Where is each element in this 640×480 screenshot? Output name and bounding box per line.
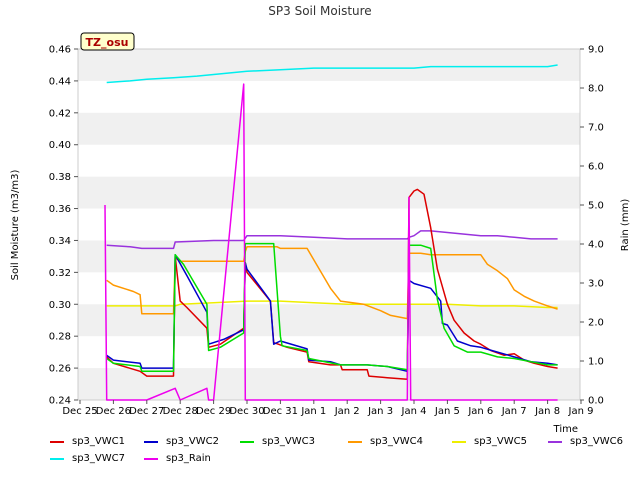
y2-tick-label: 0.0 [588,396,604,407]
legend-swatch [452,440,466,443]
y2-tick-label: 1.0 [588,357,604,368]
y2-tick-label: 7.0 [588,123,604,134]
series-line-sp3_VWC5 [106,300,558,309]
station-tag-label: TZ_osu [86,36,129,49]
y-tick-label: 0.46 [49,45,71,56]
legend-item: sp3_VWC5 [452,436,527,447]
legend-swatch [50,457,64,460]
legend-item: sp3_VWC3 [240,436,315,447]
y-tick-label: 0.32 [49,268,71,279]
x-tick-label: Jan 4 [401,406,427,417]
chart-title: SP3 Soil Moisture [268,4,371,18]
x-tick-label: Jan 7 [501,406,527,417]
y-tick-label: 0.42 [49,108,71,119]
legend-label: sp3_VWC3 [262,436,315,447]
x-tick-label: Jan 3 [367,406,393,417]
legend-swatch [144,440,158,443]
series-line-sp3_VWC7 [106,64,558,84]
x-tick-label: Dec 30 [229,406,264,417]
legend-item: sp3_VWC7 [50,453,125,464]
y2-axis-ticks: 0.0 1.0 2.0 3.0 4.0 5.0 6.0 7.0 8.0 9.0 [580,45,604,407]
x-tick-label: Dec 25 [62,406,97,417]
series-line-sp3_VWC1 [106,188,558,381]
grid-band [78,112,580,145]
y2-tick-label: 6.0 [588,162,604,173]
y-axis-label: Soil Moisture (m3/m3) [10,170,21,281]
x-tick-label: Jan 8 [534,406,560,417]
legend-item: sp3_VWC2 [144,436,219,447]
y2-tick-label: 4.0 [588,240,604,251]
y-tick-label: 0.26 [49,364,71,375]
legend-item: sp3_Rain [144,453,211,464]
legend-label: sp3_VWC1 [72,436,125,447]
station-tag-box [80,32,135,51]
x-tick-label: Jan 2 [334,406,360,417]
y2-axis-label: Rain (mm) [620,199,631,252]
legend-label: sp3_VWC2 [166,436,219,447]
y2-tick-label: 3.0 [588,279,604,290]
legend-item: sp3_VWC4 [348,436,423,447]
x-tick-label: Jan 9 [568,406,594,417]
x-tick-label: Dec 29 [196,406,231,417]
y-tick-label: 0.28 [49,332,71,343]
legend-label: sp3_VWC4 [370,436,423,447]
legend-label: sp3_VWC7 [72,453,125,464]
y-tick-label: 0.40 [49,140,71,151]
x-tick-label: Dec 26 [96,406,131,417]
x-tick-label: Dec 27 [129,406,164,417]
series-line-sp3_VWC3 [106,242,558,373]
grid-band [78,304,580,337]
legend-swatch [240,440,254,443]
station-tag: TZ_osu [80,32,135,51]
y-tick-label: 0.30 [49,300,71,311]
y2-tick-label: 8.0 [588,84,604,95]
grid-band [78,49,580,81]
y2-tick-label: 9.0 [588,45,604,56]
grid-band [78,368,580,400]
grid-band [78,176,580,209]
legend-item: sp3_VWC6 [548,436,623,447]
y2-tick-label: 2.0 [588,318,604,329]
legend-swatch [348,440,362,443]
legend-item: sp3_VWC1 [50,436,125,447]
y-tick-label: 0.24 [49,396,71,407]
x-tick-label: Jan 6 [467,406,493,417]
x-tick-label: Dec 31 [263,406,298,417]
series-line-sp3_VWC6 [106,230,558,250]
x-tick-label: Jan 5 [434,406,460,417]
grid-band [78,240,580,273]
x-tick-label: Dec 28 [163,406,198,417]
legend-swatch [548,440,562,443]
y-tick-label: 0.34 [49,236,71,247]
y-axis-ticks: 0.24 0.26 0.28 0.30 0.32 0.34 0.36 0.38 0.40 0.42… [49,45,78,407]
y-tick-label: 0.36 [49,204,71,215]
y-tick-label: 0.44 [49,76,71,87]
grid-bands [78,49,580,400]
legend-swatch [50,440,64,443]
legend-swatch [144,457,158,460]
y-tick-label: 0.38 [49,172,71,183]
legend-label: sp3_VWC5 [474,436,527,447]
plot-frame [77,48,581,401]
y2-tick-label: 5.0 [588,201,604,212]
x-axis-label: Time [553,424,578,435]
legend-label: sp3_VWC6 [570,436,623,447]
x-tick-label: Jan 1 [300,406,326,417]
legend-label: sp3_Rain [166,453,211,464]
series-layer [104,64,558,401]
